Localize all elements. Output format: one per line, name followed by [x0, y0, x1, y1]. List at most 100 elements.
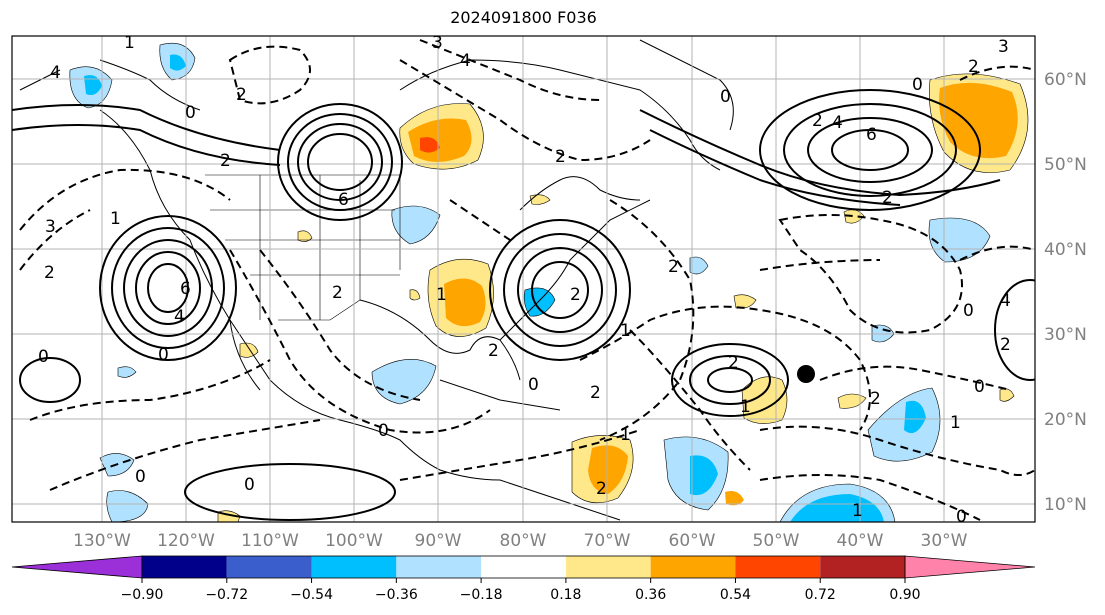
contour-label: 4 — [832, 113, 843, 133]
neg-anomaly-blob — [117, 366, 137, 378]
colorbar-segment — [142, 556, 227, 578]
coastlines — [19, 39, 734, 521]
contour-label: 2 — [728, 353, 739, 373]
lat-label: 50°N — [1044, 155, 1087, 175]
contour-label: 2 — [555, 147, 566, 167]
contour-label: 2 — [870, 389, 881, 409]
pos-anomaly-blob — [725, 491, 744, 506]
gridlines — [12, 36, 1035, 522]
lat-label: 40°N — [1044, 240, 1087, 260]
contour-label: 1 — [436, 285, 447, 305]
colorbar-segment — [481, 556, 566, 578]
lon-label: 30°W — [921, 531, 968, 551]
contour-label: 1 — [110, 209, 121, 229]
lat-label: 20°N — [1044, 410, 1087, 430]
neg-anomaly-blob — [106, 490, 149, 522]
latitude-labels: 60°N 50°N 40°N 30°N 20°N 10°N — [1044, 70, 1087, 515]
colorbar-tick-label: −0.72 — [205, 587, 248, 603]
storm-position-marker — [797, 365, 815, 383]
contour-label: 3 — [432, 33, 443, 53]
neg-anomaly-blob — [867, 387, 941, 462]
contour-label: 0 — [158, 345, 169, 365]
contour-label: 0 — [185, 103, 196, 123]
contour-label: 2 — [332, 283, 343, 303]
contour-label: 0 — [963, 301, 974, 321]
lon-label: 40°W — [837, 531, 884, 551]
contour-label: 4 — [174, 307, 185, 327]
neg-anomaly-blob — [904, 400, 926, 434]
neg-anomaly-blob — [690, 455, 718, 496]
longitude-labels: 130°W 120°W 110°W 100°W 90°W 80°W 70°W 6… — [73, 531, 968, 551]
colorbar-tick-label: 0.72 — [805, 587, 836, 603]
colorbar-tick-label: −0.18 — [460, 587, 503, 603]
colorbar-extend-max — [904, 555, 1036, 579]
pos-anomaly-blob — [939, 82, 1018, 159]
contour-label: 4 — [50, 63, 61, 83]
contour-label: 1 — [620, 321, 631, 341]
contour-labels: 1 3 4 0 2 6 2 4 0 2 3 6 2 4 2 6 0 4 2 0 … — [38, 33, 1011, 527]
contour-label: 2 — [488, 341, 499, 361]
colorbar-tick-label: −0.54 — [290, 587, 333, 603]
contour-label: 2 — [590, 383, 601, 403]
lat-label: 60°N — [1044, 70, 1087, 90]
pos-anomaly-blob — [529, 194, 551, 205]
pos-anomaly-blob — [409, 289, 421, 301]
contour-label: 0 — [956, 507, 967, 527]
colorbar-tick-label: 0.18 — [550, 587, 581, 603]
solid-contours — [12, 89, 1035, 521]
contour-label: 3 — [45, 217, 56, 237]
lat-label: 10°N — [1044, 495, 1087, 515]
contour-label: 2 — [220, 151, 231, 171]
lon-label: 60°W — [669, 531, 716, 551]
lon-label: 120°W — [157, 531, 215, 551]
lat-label: 30°N — [1044, 325, 1087, 345]
contour-label: 2 — [236, 85, 247, 105]
contour-label: 0 — [378, 421, 389, 441]
contour-label: 6 — [338, 190, 349, 210]
contour-label: 1 — [740, 397, 751, 417]
neg-anomaly-blob — [391, 205, 441, 245]
contour-label: 2 — [668, 257, 679, 277]
contour-label: 1 — [620, 425, 631, 445]
pos-anomaly-blob — [420, 137, 440, 153]
contour-label: 4 — [460, 51, 471, 71]
contour-label: 2 — [882, 188, 893, 208]
contour-label: 4 — [1000, 291, 1011, 311]
neg-anomaly-blob — [170, 54, 186, 71]
colorbar-segment — [565, 556, 651, 578]
contour-label: 3 — [998, 37, 1009, 57]
colorbar-tick-label: 0.54 — [720, 587, 751, 603]
colorbar — [11, 555, 1036, 579]
colorbar-tick-labels: −0.90 −0.72 −0.54 −0.36 −0.18 0.18 0.36 0.54 0.7… — [121, 578, 921, 603]
contour-label: 0 — [912, 75, 923, 95]
neg-anomaly-blob — [689, 256, 709, 275]
contour-label: 2 — [1000, 335, 1011, 355]
contour-label: 2 — [44, 263, 55, 283]
colorbar-segment — [735, 556, 821, 578]
dashed-contours — [19, 39, 1035, 521]
lon-label: 110°W — [241, 531, 299, 551]
lon-label: 80°W — [500, 531, 547, 551]
lon-label: 70°W — [584, 531, 631, 551]
contour-label: 2 — [968, 57, 979, 77]
colorbar-tick-label: 0.36 — [635, 587, 666, 603]
pos-anomaly-blob — [588, 445, 628, 494]
contour-label: 1 — [950, 413, 961, 433]
colorbar-extend-min — [11, 555, 143, 579]
colorbar-tick-label: −0.36 — [375, 587, 418, 603]
state-borders — [205, 174, 401, 321]
colorbar-tick-label: 0.90 — [889, 587, 920, 603]
colorbar-segment — [820, 556, 905, 578]
contour-label: 0 — [244, 475, 255, 495]
plot-title: 2024091800 F036 — [450, 8, 597, 27]
contour-label: 1 — [852, 501, 863, 521]
colorbar-segment — [650, 556, 736, 578]
colorbar-tick-label: −0.90 — [121, 587, 164, 603]
contour-label: 6 — [866, 125, 877, 145]
contour-label: 1 — [124, 33, 135, 53]
colorbar-outline — [141, 555, 906, 579]
pos-anomaly-blob — [444, 278, 486, 327]
contour-label: 0 — [974, 377, 985, 397]
pos-anomaly-blob — [297, 230, 313, 242]
